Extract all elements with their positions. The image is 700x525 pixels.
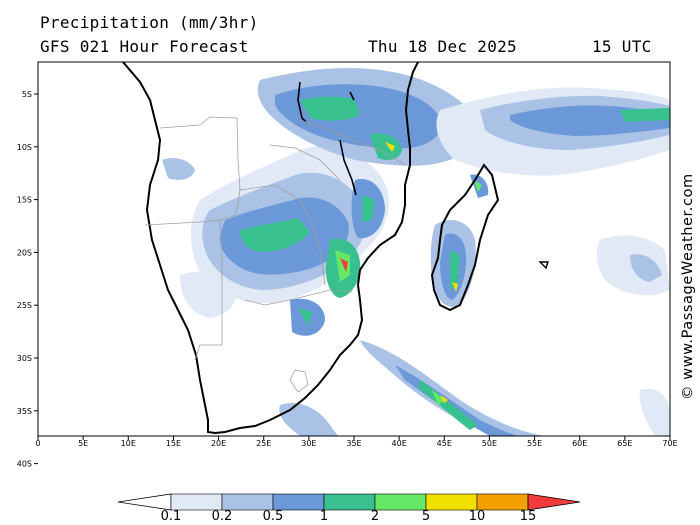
scale-segment — [170, 493, 223, 511]
forecast-subtitle: GFS 021 Hour Forecast — [40, 37, 249, 56]
longitude-axis: 0 5E 10E 15E 20E 25E 30E 35E 40E 45E 50E 55E 60E 65E 7… — [35, 436, 678, 448]
scale-segment — [323, 493, 376, 511]
scale-label: 5 — [421, 509, 431, 524]
lon-tick-label: 20E — [211, 439, 226, 448]
lat-tick-label: 10S — [17, 143, 32, 152]
scale-label: 0.5 — [262, 509, 284, 524]
forecast-time: 15 UTC — [592, 37, 652, 56]
scale-label: 0.1 — [160, 509, 182, 524]
map-title: Precipitation (mm/3hr) — [40, 13, 259, 32]
lon-tick-label: 5E — [78, 439, 88, 448]
lon-tick-label: 10E — [121, 439, 136, 448]
lat-tick-label: 20S — [17, 248, 32, 257]
scale-label: 10 — [468, 509, 486, 524]
lon-tick-label: 0 — [35, 439, 40, 448]
scale-segment — [476, 493, 529, 511]
scale-label: 1 — [319, 509, 329, 524]
scale-label: 15 — [519, 509, 537, 524]
lon-tick-label: 45E — [437, 439, 452, 448]
lat-tick-label: 15S — [17, 196, 32, 205]
coastline — [122, 62, 549, 435]
lon-tick-label: 40E — [392, 439, 407, 448]
lon-tick-label: 55E — [527, 439, 542, 448]
lat-tick-label: 25S — [17, 301, 32, 310]
lon-tick-label: 15E — [166, 439, 181, 448]
lat-tick-label: 35S — [17, 407, 32, 416]
country-borders — [144, 116, 406, 393]
lon-tick-label: 35E — [346, 439, 361, 448]
lat-tick-label: 5S — [22, 90, 32, 99]
scale-label: 0.2 — [211, 509, 233, 524]
scale-label: 2 — [370, 509, 380, 524]
lon-tick-label: 60E — [572, 439, 587, 448]
lon-tick-label: 30E — [301, 439, 316, 448]
scale-arrow-low — [117, 493, 172, 511]
lat-tick-label: 40S — [17, 460, 32, 469]
lon-tick-label: 65E — [617, 439, 632, 448]
lat-tick-label: 30S — [17, 354, 32, 363]
precip-color-scale — [117, 493, 581, 511]
scale-segment — [374, 493, 427, 511]
lon-tick-label: 25E — [256, 439, 271, 448]
lon-tick-label: 70E — [662, 439, 677, 448]
forecast-date: Thu 18 Dec 2025 — [368, 37, 517, 56]
latitude-axis: 5S 10S 15S 20S 25S 30S 35S 40S — [17, 90, 38, 469]
precip-field — [162, 68, 670, 436]
scale-segment — [221, 493, 274, 511]
lon-tick-label: 50E — [482, 439, 497, 448]
scale-segment — [272, 493, 325, 511]
site-credit: © www.PassageWeather.com — [680, 173, 696, 400]
scale-segment — [425, 493, 478, 511]
scale-arrow-high — [527, 493, 581, 511]
